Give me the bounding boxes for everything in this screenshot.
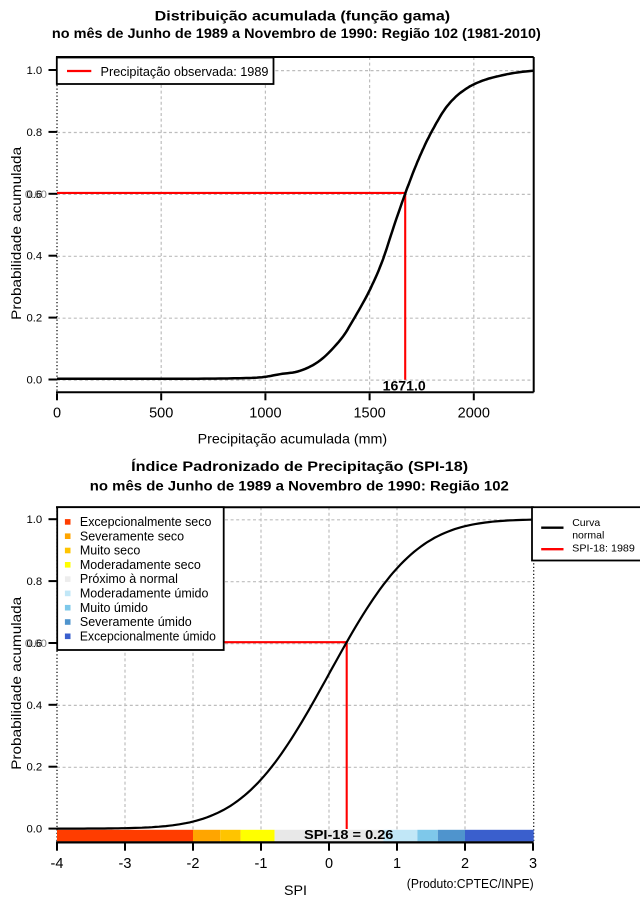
svg-text:2000: 2000 xyxy=(458,405,490,421)
svg-text:0.6: 0.6 xyxy=(26,189,42,201)
svg-text:Muito úmido: Muito úmido xyxy=(80,601,148,615)
svg-text:Excepcionalmente úmido: Excepcionalmente úmido xyxy=(80,629,216,643)
svg-text:0.6: 0.6 xyxy=(26,638,42,650)
svg-text:0: 0 xyxy=(325,856,333,872)
svg-text:0.0: 0.0 xyxy=(26,824,42,836)
svg-text:Índice Padronizado de Precipit: Índice Padronizado de Precipitação (SPI-… xyxy=(131,459,468,474)
svg-text:no mês de Junho de 1989 a Nove: no mês de Junho de 1989 a Novembro de 19… xyxy=(90,478,509,493)
svg-text:SPI-18 = 0.26: SPI-18 = 0.26 xyxy=(304,827,393,842)
svg-text:-1: -1 xyxy=(255,856,268,872)
svg-text:0.4: 0.4 xyxy=(26,251,42,263)
svg-text:SPI-18: 1989: SPI-18: 1989 xyxy=(572,543,635,555)
svg-text:Probabilidade acumulada: Probabilidade acumulada xyxy=(9,146,24,320)
svg-text:0.0: 0.0 xyxy=(26,375,42,387)
svg-text:0.60: 0.60 xyxy=(25,189,47,201)
svg-text:1671.0: 1671.0 xyxy=(383,378,426,393)
svg-text:0.8: 0.8 xyxy=(26,576,42,588)
svg-text:3: 3 xyxy=(529,856,537,872)
svg-text:0: 0 xyxy=(53,405,61,421)
svg-text:SPI: SPI xyxy=(284,883,307,898)
svg-text:0.2: 0.2 xyxy=(26,313,42,325)
svg-text:-3: -3 xyxy=(119,856,132,872)
svg-text:Próximo à normal: Próximo à normal xyxy=(80,572,178,586)
svg-text:Severamente úmido: Severamente úmido xyxy=(80,615,192,629)
svg-text:Probabilidade acumulada: Probabilidade acumulada xyxy=(9,596,24,770)
svg-text:Excepcionalmente seco: Excepcionalmente seco xyxy=(80,515,212,529)
svg-text:Precipitação observada: 1989: Precipitação observada: 1989 xyxy=(101,65,269,79)
svg-text:1: 1 xyxy=(393,856,401,872)
svg-text:0.4: 0.4 xyxy=(26,700,42,712)
svg-text:Moderadamente seco: Moderadamente seco xyxy=(80,558,201,572)
svg-text:1.0: 1.0 xyxy=(26,65,42,77)
svg-text:0.8: 0.8 xyxy=(26,127,42,139)
svg-text:Severamente seco: Severamente seco xyxy=(80,529,184,543)
svg-text:(Produto:CPTEC/INPE): (Produto:CPTEC/INPE) xyxy=(407,876,534,891)
svg-text:no mês de Junho de 1989 a Nove: no mês de Junho de 1989 a Novembro de 19… xyxy=(52,26,541,41)
svg-text:Curva: Curva xyxy=(572,517,600,529)
svg-text:0.60: 0.60 xyxy=(25,638,47,650)
svg-text:500: 500 xyxy=(149,405,173,421)
svg-text:1.0: 1.0 xyxy=(26,514,42,526)
svg-text:0.2: 0.2 xyxy=(26,762,42,774)
svg-text:2: 2 xyxy=(461,856,469,872)
svg-text:1500: 1500 xyxy=(353,405,385,421)
svg-text:normal: normal xyxy=(572,529,604,541)
svg-text:Precipitação acumulada (mm): Precipitação acumulada (mm) xyxy=(198,432,388,447)
svg-text:Distribuição acumulada (função: Distribuição acumulada (função gama) xyxy=(155,9,451,24)
svg-text:1000: 1000 xyxy=(249,405,281,421)
svg-text:-4: -4 xyxy=(51,856,64,872)
svg-text:Moderadamente úmido: Moderadamente úmido xyxy=(80,587,209,601)
svg-text:-2: -2 xyxy=(187,856,200,872)
svg-text:Muito seco: Muito seco xyxy=(80,544,140,558)
